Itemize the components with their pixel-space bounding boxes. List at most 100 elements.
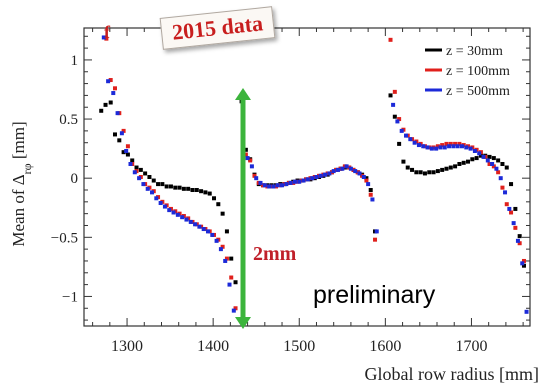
data-point [305,177,310,182]
data-point [168,184,173,189]
data-point [448,141,453,146]
data-point [520,261,525,266]
data-point [104,36,109,41]
data-point [145,186,150,191]
x-tick-label: 1400 [197,338,229,355]
data-point [218,247,223,252]
scale-arrow [235,88,251,329]
data-point [503,190,508,195]
data-point [243,152,248,157]
data-point [137,176,142,181]
data-point [258,180,263,185]
data-point [414,170,419,175]
data-point [427,170,432,175]
series-z-500mm [101,35,529,314]
data-point [288,180,293,185]
data-point [521,258,526,263]
data-point [101,35,106,40]
data-point [323,172,328,177]
data-point [121,128,126,133]
data-point [421,144,426,149]
legend-label: z = 30mm [446,44,503,59]
data-point [438,145,443,150]
data-point [121,150,126,155]
data-point [515,238,520,243]
data-point [478,153,483,158]
x-tick-label: 1600 [369,338,401,355]
data-point [470,157,475,162]
data-point [496,158,501,163]
data-point [472,148,477,153]
data-point [190,188,195,193]
data-point [223,258,228,263]
data-point [212,196,217,201]
data-point [188,219,193,224]
data-point [357,171,362,176]
data-point [364,178,369,183]
data-point [180,215,185,220]
data-point [453,164,458,169]
preliminary-label: preliminary [313,281,436,309]
data-point [229,275,234,280]
data-point [158,201,163,206]
data-point [108,78,113,83]
data-point [318,173,323,178]
x-tick-label: 1300 [111,338,143,355]
data-point [181,186,186,191]
data-point [388,93,393,98]
data-point [513,225,518,230]
legend-label: z = 500mm [446,84,510,99]
data-point [348,166,353,171]
arrow-head-down [235,317,251,329]
data-point [391,102,396,107]
data-point [397,141,402,146]
data-point [203,190,208,195]
y-tick-label: 0.5 [59,112,78,128]
data-markers [99,35,529,314]
data-point [466,159,471,164]
x-tick-label: 1500 [283,338,315,355]
data-point [474,156,479,161]
data-point [364,176,369,181]
data-point [138,167,143,172]
data-point [418,170,423,175]
data-point [410,167,415,172]
data-point [404,133,409,138]
data-point [416,143,421,148]
data-point [207,191,212,196]
data-point [267,184,272,189]
data-point [361,175,366,179]
corner-mark: f [104,22,111,42]
data-point [301,178,306,183]
data-point [233,280,238,285]
data-point [297,179,302,184]
data-point [252,173,257,178]
legend-label: z = 100mm [446,64,510,79]
data-point [440,143,445,148]
data-point [125,152,130,157]
data-point [405,165,410,170]
data-point [130,158,135,163]
series-z-30mm [99,93,526,285]
data-point [434,146,439,151]
data-point [147,175,152,179]
data-point [521,263,526,268]
data-point [220,211,225,216]
data-point [284,182,289,187]
data-point [511,221,516,226]
data-point [112,86,117,91]
data-point [197,224,202,229]
data-point [249,164,254,169]
data-point [496,170,501,175]
data-point [327,171,332,176]
data-point [143,171,148,176]
data-point [490,161,495,166]
data-point [243,147,248,152]
data-point [392,114,397,119]
plot-frame [83,27,531,327]
legend: z = 30mm z = 100mm z = 500mm [425,44,510,99]
data-point [199,189,204,194]
data-point [231,308,236,313]
data-point [422,171,427,176]
data-point [156,182,161,187]
